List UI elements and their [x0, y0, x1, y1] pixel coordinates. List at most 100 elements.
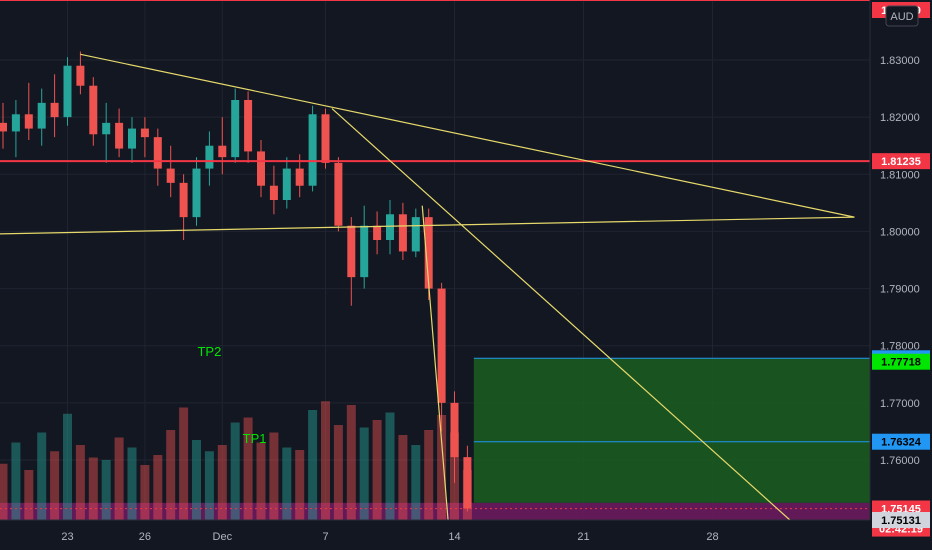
candle [269, 165, 278, 215]
price-badge-label: 1.77718 [881, 357, 921, 369]
volume-bar [333, 425, 343, 520]
candle [50, 74, 59, 138]
time-tick-label: 26 [139, 531, 151, 543]
price-badge [872, 512, 930, 528]
candle-body [334, 162, 343, 226]
candlesticks [0, 51, 472, 512]
volume-bar [437, 415, 447, 520]
candle-body [76, 65, 85, 86]
volume-bar [256, 442, 266, 520]
candle [166, 145, 175, 198]
time-tick-label: 21 [577, 531, 589, 543]
candle [437, 282, 446, 432]
volume-bar [63, 413, 72, 520]
profit-zone[interactable] [473, 358, 870, 503]
candle [63, 57, 72, 126]
trendline[interactable] [421, 205, 449, 521]
volume-bar [75, 445, 85, 520]
candle [347, 217, 356, 306]
candle-body [153, 137, 162, 169]
candle-body [257, 151, 265, 186]
volume-bar [153, 455, 163, 520]
volume-bar [179, 407, 189, 520]
candle [128, 117, 136, 163]
volume-bar [101, 460, 111, 520]
candle-body [360, 225, 369, 278]
price-tick-label: 1.81000 [880, 169, 920, 181]
trendlines[interactable] [0, 53, 855, 521]
trendline[interactable] [331, 108, 791, 521]
candle-body [218, 145, 227, 158]
price-axis[interactable]: 1.83000 1.82000 1.81000 1.80000 1.79000 1.780… [869, 0, 920, 520]
annotation-label: TP2 [197, 344, 221, 359]
level-badge [872, 433, 930, 450]
candle [231, 88, 240, 163]
candle-body [437, 288, 446, 403]
candle [360, 205, 369, 289]
candle-body [24, 114, 33, 129]
currency-text: AUD [890, 11, 913, 23]
volume-bar [217, 445, 227, 520]
candle-body [192, 168, 201, 218]
volume-bar [295, 450, 305, 520]
candle [282, 157, 291, 209]
candle-body [450, 402, 459, 458]
time-tick-label: Dec [213, 531, 233, 543]
candle [115, 108, 124, 158]
loss-zone[interactable] [0, 502, 870, 525]
candle [321, 108, 330, 169]
candle [386, 200, 394, 255]
time-axis-background [0, 520, 932, 550]
trendline[interactable] [0, 216, 855, 235]
candle-body [140, 128, 149, 138]
time-axis[interactable]: 23 26 Dec 7 14 21 28 [0, 519, 932, 550]
trendline[interactable] [80, 53, 855, 218]
candle [179, 174, 188, 240]
volume-bar [192, 440, 201, 520]
candle-body [166, 168, 175, 183]
candle [102, 102, 111, 163]
candle [411, 208, 420, 258]
candle [24, 82, 33, 140]
candle-body [386, 214, 394, 240]
candle-body [347, 225, 356, 278]
time-tick-label: 23 [61, 531, 73, 543]
volume-bar [11, 442, 21, 520]
candle-body [11, 114, 20, 132]
position-zone[interactable] [0, 358, 870, 525]
candle [11, 100, 20, 158]
candle [153, 128, 162, 186]
volume-bar [230, 422, 240, 520]
volume-bar [398, 435, 408, 520]
price-tick-label: 1.83000 [880, 55, 920, 67]
currency-label: AUD [885, 5, 919, 27]
candle-body [37, 102, 46, 129]
candle-body [269, 185, 278, 200]
candle-body [89, 85, 98, 135]
volume-bar [114, 437, 124, 520]
volume-bar [243, 417, 253, 520]
volume-bar [37, 432, 47, 520]
price-badge [872, 353, 930, 370]
candle [192, 157, 201, 226]
volume-bar [269, 432, 279, 520]
candle-body [179, 182, 188, 218]
candle-body [102, 122, 111, 135]
volume-bar [385, 412, 395, 520]
price-tick-label: 1.82000 [880, 112, 920, 124]
volume-bar [127, 447, 137, 520]
candle [244, 91, 253, 163]
volume-bar [308, 410, 318, 520]
candle [398, 202, 407, 260]
time-tick-label: 14 [448, 531, 460, 543]
candle [463, 445, 472, 512]
volume-bar [140, 465, 150, 520]
volume-bar [321, 401, 330, 520]
time-tick-label: 28 [706, 531, 718, 543]
candle [308, 105, 317, 192]
candle [205, 131, 214, 186]
candle-body [231, 100, 240, 158]
candle-body [244, 100, 253, 152]
